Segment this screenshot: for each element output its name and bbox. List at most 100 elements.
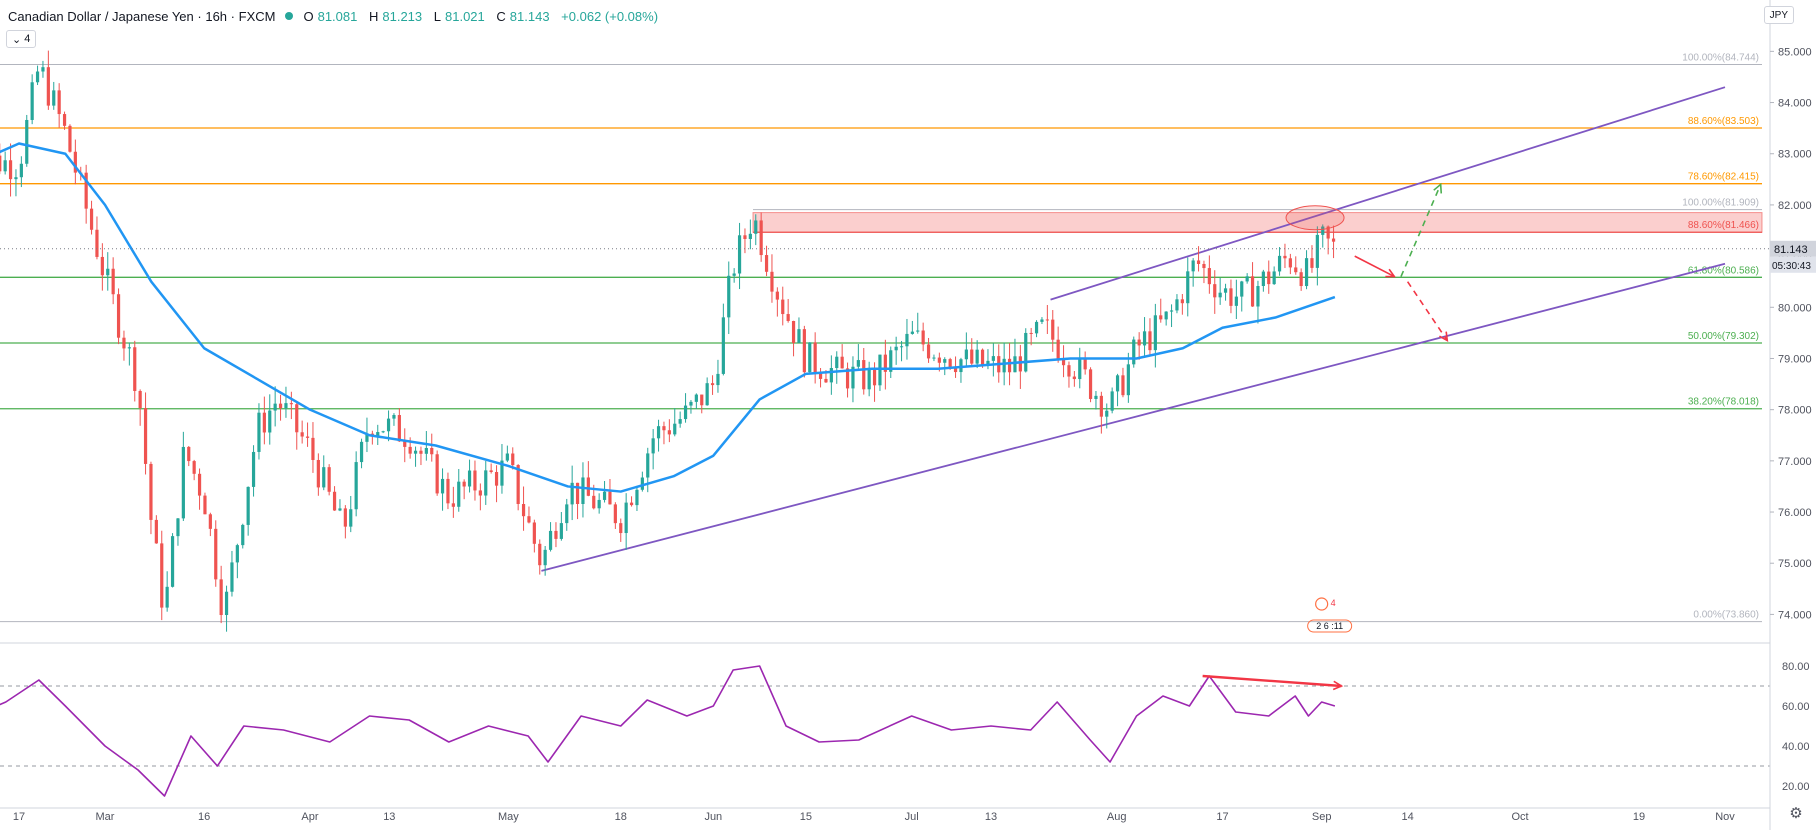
price-tick-label: 85.000 xyxy=(1778,46,1812,58)
candle-body xyxy=(775,291,779,300)
candle-body xyxy=(73,151,77,173)
candle-body xyxy=(1261,271,1265,287)
candle-body xyxy=(192,461,196,474)
candle-body xyxy=(278,403,283,409)
candle-body xyxy=(133,347,137,391)
channel-lower-line xyxy=(541,262,1726,572)
candle-body xyxy=(1007,358,1012,373)
low-label: L xyxy=(433,8,441,24)
candle-body xyxy=(1294,267,1298,273)
candle-body xyxy=(1126,364,1130,396)
candle-body xyxy=(408,446,412,454)
symbol-name[interactable]: Canadian Dollar / Japanese Yen · 16h · F… xyxy=(8,9,275,24)
time-tick-label: Sep xyxy=(1312,811,1332,823)
candle-body xyxy=(1304,258,1309,287)
candle-body xyxy=(970,349,974,364)
currency-badge[interactable]: JPY xyxy=(1763,6,1794,24)
candle-body xyxy=(403,441,407,447)
rsi-tick-label: 60.00 xyxy=(1782,701,1810,713)
candle-body xyxy=(511,453,515,466)
candle-body xyxy=(143,408,148,464)
candle-body xyxy=(8,160,13,180)
candle-body xyxy=(1310,258,1314,268)
time-tick-label: Oct xyxy=(1511,811,1528,823)
candle-body xyxy=(35,71,40,83)
candle-body xyxy=(980,349,985,366)
candle-body xyxy=(295,404,299,433)
candle-body xyxy=(1234,296,1238,306)
candle-body xyxy=(694,394,698,402)
candle-body xyxy=(921,330,925,345)
candle-body xyxy=(332,491,337,511)
candle-body xyxy=(856,360,860,367)
candle-body xyxy=(327,467,331,492)
candle-body xyxy=(667,430,671,435)
indicators-toggle-button[interactable]: ⌄ 4 xyxy=(6,30,37,48)
current-price-label: 81.143 xyxy=(1774,244,1808,256)
candle-body xyxy=(413,450,418,454)
time-tick-label: 13 xyxy=(383,811,395,823)
candle-body xyxy=(1218,292,1222,298)
candle-body xyxy=(149,463,153,520)
candle-body xyxy=(19,163,23,178)
candle-body xyxy=(597,499,601,509)
candle-body xyxy=(732,273,736,276)
candle-body xyxy=(1153,315,1157,351)
candle-body xyxy=(781,299,785,315)
candle-body xyxy=(851,366,855,389)
bearish-target-arrow xyxy=(1406,281,1448,342)
candle-body xyxy=(656,426,661,439)
candle-body xyxy=(953,367,958,373)
candle-body xyxy=(683,405,688,420)
time-tick-label: Apr xyxy=(301,811,318,823)
candle-body xyxy=(100,256,104,276)
candle-body xyxy=(581,477,585,504)
candle-body xyxy=(305,436,310,438)
candle-body xyxy=(68,125,72,152)
bearish-projection-arrow xyxy=(1354,255,1395,278)
candle-body xyxy=(559,523,563,539)
candle-body xyxy=(905,333,909,347)
candle-body xyxy=(548,530,553,550)
candle-body xyxy=(494,472,499,486)
candle-body xyxy=(1326,226,1330,239)
high-label: H xyxy=(368,8,379,24)
time-tick-label: 18 xyxy=(615,811,627,823)
candle-body xyxy=(500,460,504,486)
price-tick-label: 82.000 xyxy=(1778,200,1812,212)
rsi-divergence-arrow xyxy=(1202,674,1342,688)
candle-body xyxy=(689,401,693,406)
candle-body xyxy=(845,368,850,389)
time-tick-label: 16 xyxy=(198,811,210,823)
candle-body xyxy=(878,354,882,386)
candle-body xyxy=(1034,321,1039,334)
candle-body xyxy=(322,467,326,488)
candle-body xyxy=(338,508,342,511)
price-tick-label: 78.000 xyxy=(1778,405,1812,417)
candle-body xyxy=(170,536,175,587)
candle-body xyxy=(991,356,995,361)
time-tick-label: 15 xyxy=(800,811,812,823)
candle-body xyxy=(948,359,952,368)
candle-body xyxy=(932,357,936,359)
candle-body xyxy=(1186,271,1190,304)
candle-body xyxy=(754,220,758,234)
candle-body xyxy=(419,450,423,454)
resistance-touch-marker xyxy=(1285,205,1345,231)
candle-body xyxy=(538,543,542,566)
gear-icon[interactable]: ⚙ xyxy=(1789,805,1803,822)
fib-level-label: 78.60%(82.415) xyxy=(1688,172,1759,183)
event-marker-icon xyxy=(1315,597,1329,611)
candle-body xyxy=(116,294,121,338)
candle-body xyxy=(284,403,288,409)
candle-body xyxy=(1245,276,1249,282)
candle-body xyxy=(1045,319,1049,321)
candle-body xyxy=(467,470,472,487)
candle-body xyxy=(219,579,223,616)
candle-body xyxy=(646,453,650,478)
separator-dot: · xyxy=(197,8,206,24)
candle-body xyxy=(1223,288,1228,293)
candle-body xyxy=(748,233,752,239)
